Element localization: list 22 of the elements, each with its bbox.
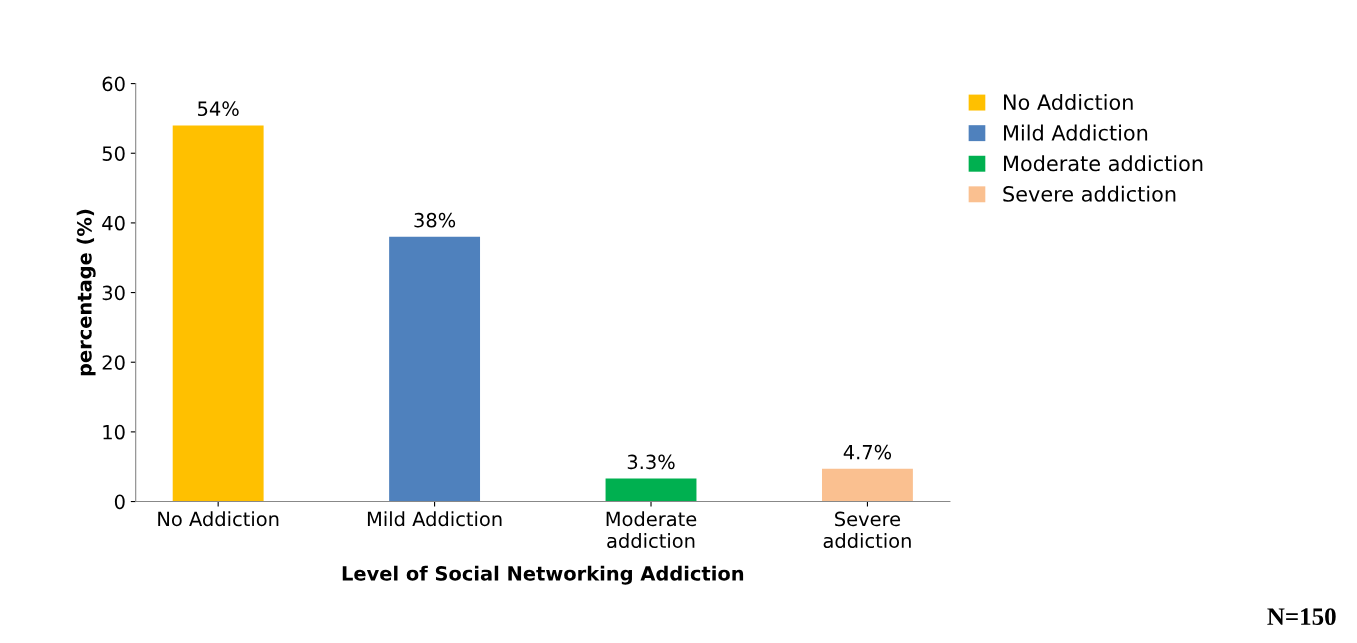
data-label: 54% <box>198 101 239 117</box>
y-tick-label: 0 <box>114 494 125 510</box>
y-tick-label: 30 <box>102 285 125 301</box>
y-tick-label: 20 <box>102 355 125 370</box>
x-tick-label: Moderate addiction <box>606 511 697 549</box>
legend-label: Moderate addiction <box>1004 155 1203 172</box>
x-tick-label: No Addiction <box>158 511 279 527</box>
y-tick-label: 50 <box>102 146 125 161</box>
data-label: 3.3% <box>627 454 675 470</box>
text: N=150 <box>1267 608 1336 626</box>
x-axis-title: Level of Social Networking Addiction <box>342 565 744 585</box>
y-tick-label: 10 <box>103 424 125 440</box>
y-axis-title: percentage (%) <box>76 209 96 376</box>
legend-label: Severe addiction <box>1003 185 1176 202</box>
data-label: 38% <box>414 212 456 228</box>
legend-label: No Addiction <box>1004 93 1133 111</box>
data-label: 4.7% <box>843 444 892 460</box>
y-tick-label: 40 <box>102 215 125 231</box>
x-tick-label: Severe addiction <box>823 511 911 549</box>
y-tick-label: 60 <box>102 76 125 92</box>
x-tick-label: Mild Addiction <box>367 511 502 527</box>
legend-label: Mild Addiction <box>1004 124 1148 141</box>
